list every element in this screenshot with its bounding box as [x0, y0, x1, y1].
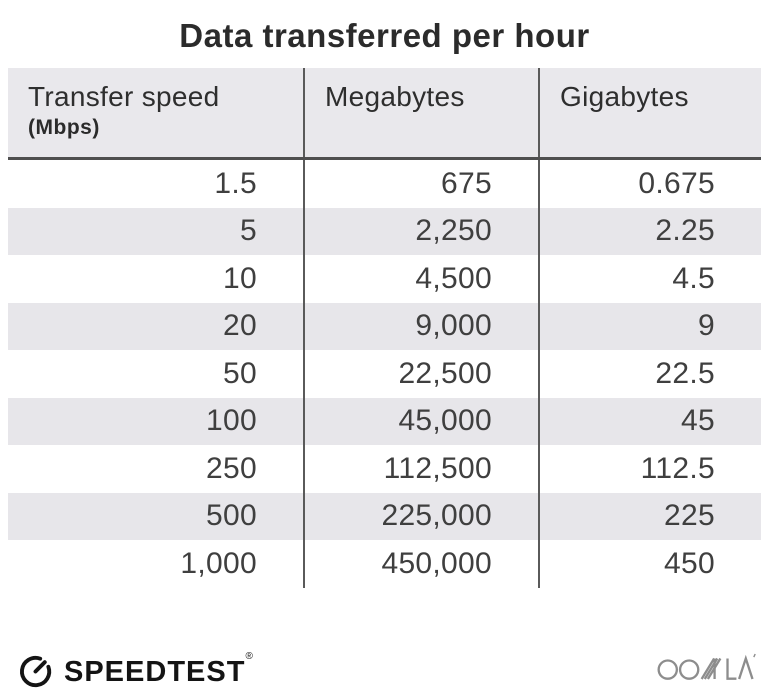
table-cell: 0.675	[538, 160, 761, 208]
table-cell: 450	[538, 540, 761, 588]
table-row: 100 45,000 45	[8, 397, 761, 445]
column-header-gigabytes: Gigabytes	[538, 68, 761, 157]
table-row: 50 22,500 22.5	[8, 350, 761, 398]
table-cell: 2,250	[303, 207, 538, 255]
table-cell: 5	[240, 214, 257, 248]
table-cell: 45,000	[303, 397, 538, 445]
table-row: 5 2,250 2.25	[8, 207, 761, 255]
table-cell: 100	[206, 404, 257, 438]
speedtest-logo: SPEEDTEST®	[16, 650, 253, 689]
column-header-transfer-speed: Transfer speed (Mbps)	[8, 68, 303, 157]
column-header-label: Gigabytes	[560, 81, 689, 112]
table-cell: 112.5	[538, 445, 761, 493]
table-row: 250 112,500 112.5	[8, 445, 761, 493]
data-table: Transfer speed (Mbps) Megabytes Gigabyte…	[8, 68, 761, 588]
ookla-wordmark-icon	[657, 653, 756, 680]
table-row: 20 9,000 9	[8, 302, 761, 350]
column-header-label: Megabytes	[325, 81, 465, 112]
speedtest-gauge-icon	[20, 656, 52, 688]
table-cell: 225	[538, 492, 761, 540]
page-title: Data transferred per hour	[179, 17, 590, 54]
table-cell: 9	[538, 302, 761, 350]
column-header-label: Transfer speed	[28, 81, 220, 112]
table-row: 1.5 675 0.675	[8, 160, 761, 208]
table-cell: 45	[538, 397, 761, 445]
table-cell: 500	[206, 499, 257, 533]
table-cell: 1.5	[214, 166, 257, 200]
table-cell: 20	[223, 309, 257, 343]
ookla-logo	[657, 650, 757, 688]
speedtest-wordmark: SPEEDTEST®	[64, 650, 253, 688]
table-cell: 112,500	[303, 445, 538, 493]
column-header-megabytes: Megabytes	[303, 68, 538, 157]
table-cell: 10	[223, 261, 257, 295]
table-cell: 675	[303, 160, 538, 208]
table-cell: 1,000	[180, 546, 257, 580]
table-row: 500 225,000 225	[8, 492, 761, 540]
table-cell: 225,000	[303, 492, 538, 540]
trademark-symbol: ®	[245, 650, 253, 662]
table-cell: 4.5	[538, 255, 761, 303]
table-cell: 22.5	[538, 350, 761, 398]
table-row: 10 4,500 4.5	[8, 255, 761, 303]
table-cell: 450,000	[303, 540, 538, 588]
table-cell: 22,500	[303, 350, 538, 398]
table-cell: 2.25	[538, 207, 761, 255]
table-cell: 50	[223, 356, 257, 390]
table-cell: 250	[206, 451, 257, 485]
column-header-unit: (Mbps)	[28, 116, 100, 139]
table-cell: 4,500	[303, 255, 538, 303]
table-header-row: Transfer speed (Mbps) Megabytes Gigabyte…	[8, 68, 761, 160]
table-body: 1.5 675 0.675 5 2,250 2.25 10 4,500 4.5 20 9,000 9 5…	[8, 160, 761, 588]
table-row: 1,000 450,000 450	[8, 540, 761, 588]
table-cell: 9,000	[303, 302, 538, 350]
